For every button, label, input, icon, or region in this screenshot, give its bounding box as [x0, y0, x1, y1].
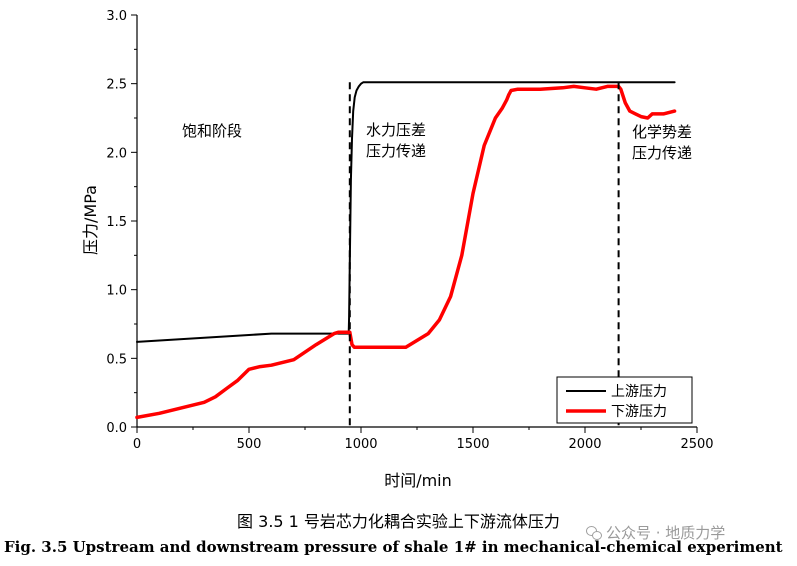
x-axis-label: 时间/min	[384, 471, 452, 490]
annotation-chemical-transfer: 压力传递	[632, 144, 692, 162]
legend-box	[556, 376, 693, 424]
phase-boundaries	[348, 82, 620, 427]
pressure-chart: 0 500 1000 1500 2000 2500 0.0 0.5 1.0 1.5 2.0 2.5 3.…	[81, 9, 714, 490]
x-tick-label: 2000	[568, 437, 601, 452]
annotation-hydraulic-diff: 水力压差	[366, 121, 426, 139]
y-tick-label: 2.5	[106, 78, 127, 93]
legend: 上游压力 下游压力	[556, 376, 693, 424]
annotation-saturation-phase: 饱和阶段	[182, 122, 242, 140]
series-line-upstream	[136, 81, 676, 343]
wechat-icon	[586, 525, 602, 540]
figure-caption-english: Fig. 3.5 Upstream and downstream pressur…	[4, 538, 783, 556]
y-tick-label: 1.0	[106, 284, 127, 299]
y-tick-label: 2.0	[106, 146, 127, 161]
y-tick-label: 0.0	[106, 421, 127, 436]
legend-label-downstream: 下游压力	[611, 404, 667, 420]
y-axis-label: 压力/MPa	[81, 185, 100, 255]
axes: 0 500 1000 1500 2000 2500 0.0 0.5 1.0 1.5 2.0 2.5 3.…	[106, 9, 713, 452]
x-tick-label: 1000	[344, 437, 377, 452]
y-tick-label: 1.5	[106, 215, 127, 230]
annotation-hydraulic-transfer: 压力传递	[366, 142, 426, 160]
annotation-chemical-diff: 化学势差	[632, 123, 692, 141]
y-tick-label: 0.5	[106, 352, 127, 367]
legend-label-upstream: 上游压力	[611, 384, 667, 400]
y-tick-label: 3.0	[106, 9, 127, 24]
watermark: 公众号 · 地质力学	[586, 522, 725, 543]
x-tick-label: 2500	[680, 437, 713, 452]
x-tick-label: 500	[237, 437, 262, 452]
x-tick-label: 1500	[456, 437, 489, 452]
x-tick-label: 0	[133, 437, 141, 452]
watermark-text: 公众号 · 地质力学	[606, 524, 726, 542]
figure-caption-chinese: 图 3.5 1 号岩芯力化耦合实验上下游流体压力	[237, 512, 560, 531]
